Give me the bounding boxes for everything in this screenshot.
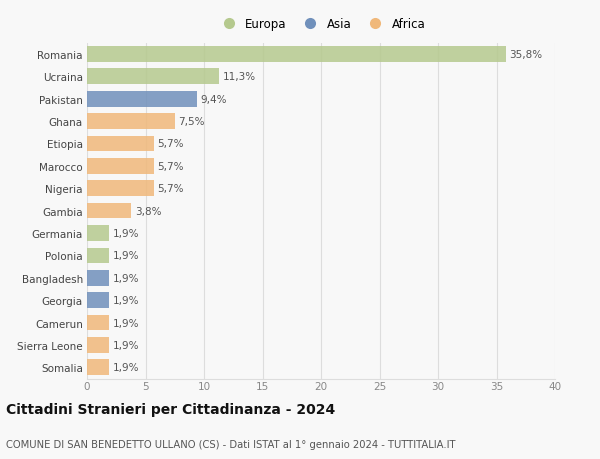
Text: 11,3%: 11,3% <box>223 72 256 82</box>
Bar <box>87 69 219 85</box>
Bar <box>87 203 131 219</box>
Text: 5,7%: 5,7% <box>157 139 184 149</box>
Text: 5,7%: 5,7% <box>157 162 184 172</box>
Bar <box>87 47 506 62</box>
Bar <box>87 92 197 107</box>
Bar <box>87 248 109 263</box>
Text: 7,5%: 7,5% <box>178 117 205 127</box>
Bar <box>87 136 154 152</box>
Text: 5,7%: 5,7% <box>157 184 184 194</box>
Text: 1,9%: 1,9% <box>113 296 139 306</box>
Text: Cittadini Stranieri per Cittadinanza - 2024: Cittadini Stranieri per Cittadinanza - 2… <box>6 402 335 416</box>
Bar <box>87 315 109 330</box>
Text: COMUNE DI SAN BENEDETTO ULLANO (CS) - Dati ISTAT al 1° gennaio 2024 - TUTTITALIA: COMUNE DI SAN BENEDETTO ULLANO (CS) - Da… <box>6 440 455 449</box>
Text: 1,9%: 1,9% <box>113 229 139 239</box>
Legend: Europa, Asia, Africa: Europa, Asia, Africa <box>217 18 425 31</box>
Text: 1,9%: 1,9% <box>113 363 139 373</box>
Text: 9,4%: 9,4% <box>200 95 227 105</box>
Bar <box>87 360 109 375</box>
Text: 1,9%: 1,9% <box>113 340 139 350</box>
Bar <box>87 226 109 241</box>
Text: 1,9%: 1,9% <box>113 318 139 328</box>
Text: 1,9%: 1,9% <box>113 251 139 261</box>
Text: 3,8%: 3,8% <box>135 206 161 216</box>
Bar <box>87 293 109 308</box>
Text: 1,9%: 1,9% <box>113 273 139 283</box>
Bar <box>87 181 154 196</box>
Bar <box>87 270 109 286</box>
Bar <box>87 159 154 174</box>
Text: 35,8%: 35,8% <box>509 50 542 60</box>
Bar <box>87 337 109 353</box>
Bar <box>87 114 175 129</box>
